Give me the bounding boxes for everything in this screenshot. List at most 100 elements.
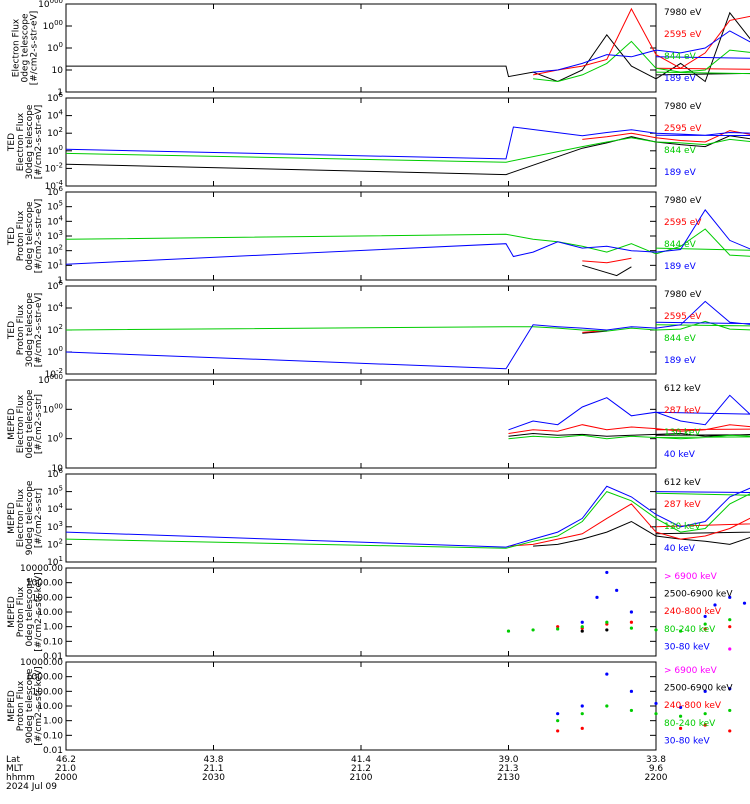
legend-label: 287 keV bbox=[664, 406, 701, 416]
y-tick-label: 1000 bbox=[43, 402, 63, 415]
legend-label: 189 eV bbox=[664, 262, 697, 272]
data-point bbox=[615, 589, 618, 592]
y-axis-label: [#/cm2-s-str-keV] bbox=[34, 572, 44, 651]
y-axis-label: [#/cm2-s-str-eV] bbox=[34, 199, 44, 274]
legend-label: 2595 eV bbox=[664, 124, 702, 134]
data-point bbox=[630, 626, 633, 629]
series-line bbox=[66, 486, 750, 547]
y-axis-label: [#/cm2-s-str] bbox=[34, 488, 44, 548]
data-point bbox=[728, 647, 731, 650]
series-line bbox=[66, 321, 750, 331]
panel-frame bbox=[66, 286, 656, 374]
series-line bbox=[66, 492, 750, 549]
legend-label: 612 keV bbox=[664, 384, 701, 394]
series-line bbox=[66, 301, 750, 368]
y-tick-label: 100 bbox=[47, 345, 63, 358]
y-tick-label: 1000 bbox=[43, 19, 63, 32]
data-point bbox=[605, 571, 608, 574]
legend-label: 7980 eV bbox=[664, 102, 702, 112]
data-point bbox=[654, 712, 657, 715]
data-point bbox=[728, 625, 731, 628]
series-line bbox=[66, 210, 750, 264]
data-point bbox=[595, 596, 598, 599]
legend-label: 130 keV bbox=[664, 428, 701, 438]
legend-label: 189 eV bbox=[664, 74, 697, 84]
legend-label: 2595 eV bbox=[664, 312, 702, 322]
series-line bbox=[509, 504, 750, 546]
y-axis-label: [#/cm2-s-str-eV] bbox=[34, 105, 44, 180]
data-point bbox=[581, 712, 584, 715]
data-point bbox=[581, 704, 584, 707]
y-tick-label: 104 bbox=[47, 109, 63, 122]
legend-label: 844 eV bbox=[664, 146, 697, 156]
legend-label: 7980 eV bbox=[664, 290, 702, 300]
legend-label: 2595 eV bbox=[664, 30, 702, 40]
legend-label: 130 keV bbox=[664, 522, 701, 532]
y-tick-label: 104 bbox=[47, 214, 63, 227]
y-tick-label: 101 bbox=[47, 258, 63, 271]
legend-label: 30-80 keV bbox=[664, 642, 710, 652]
legend-label: 844 eV bbox=[664, 334, 697, 344]
data-point bbox=[654, 628, 657, 631]
y-tick-label: 105 bbox=[47, 485, 63, 498]
panel-frame bbox=[66, 662, 656, 750]
legend-label: > 6900 keV bbox=[664, 572, 718, 582]
data-point bbox=[654, 702, 657, 705]
y-tick-label: 105 bbox=[47, 200, 63, 213]
time-value: 2100 bbox=[350, 773, 373, 783]
legend-label: 844 eV bbox=[664, 240, 697, 250]
legend-label: 2500-6900 keV bbox=[664, 590, 733, 600]
y-tick-label: 0.10 bbox=[43, 731, 63, 741]
legend-label: 189 eV bbox=[664, 356, 697, 366]
y-tick-label: 10000 bbox=[38, 373, 63, 386]
data-point bbox=[713, 603, 716, 606]
y-tick-label: 103 bbox=[47, 520, 63, 533]
legend-label: 7980 eV bbox=[664, 196, 702, 206]
data-point bbox=[556, 719, 559, 722]
legend-label: 287 keV bbox=[664, 500, 701, 510]
legend-label: 80-240 keV bbox=[664, 625, 716, 635]
series-line bbox=[533, 9, 750, 75]
data-point bbox=[630, 690, 633, 693]
y-tick-label: 100 bbox=[47, 144, 63, 157]
data-point bbox=[679, 715, 682, 718]
y-tick-label: 100 bbox=[47, 432, 63, 445]
y-tick-label: 102 bbox=[47, 126, 63, 139]
date-label: 2024 Jul 09 bbox=[6, 782, 57, 792]
legend-label: 40 keV bbox=[664, 544, 696, 554]
data-point bbox=[605, 672, 608, 675]
series-line bbox=[582, 265, 631, 275]
y-tick-label: 1.00 bbox=[43, 717, 63, 727]
y-tick-label: 106 bbox=[47, 91, 63, 104]
panel-frame bbox=[66, 98, 656, 186]
data-point bbox=[728, 709, 731, 712]
legend-label: 612 keV bbox=[664, 478, 701, 488]
series-line bbox=[509, 425, 750, 434]
legend-label: 2595 eV bbox=[664, 218, 702, 228]
y-tick-label: 10-2 bbox=[45, 161, 63, 174]
data-point bbox=[728, 618, 731, 621]
panel-frame bbox=[66, 568, 656, 656]
series-line bbox=[582, 258, 631, 263]
data-point bbox=[630, 709, 633, 712]
series-line bbox=[66, 127, 750, 159]
data-point bbox=[743, 602, 746, 605]
y-axis-label: [#/cm2-s-str-keV] bbox=[34, 666, 44, 745]
time-value: 2000 bbox=[55, 773, 78, 783]
series-line bbox=[66, 229, 750, 258]
legend-label: 240-800 keV bbox=[664, 701, 722, 711]
y-axis-label: [#/cm2-s-str] bbox=[34, 394, 44, 454]
y-tick-label: 102 bbox=[47, 323, 63, 336]
y-tick-label: 104 bbox=[47, 301, 63, 314]
legend-label: 80-240 keV bbox=[664, 719, 716, 729]
data-point bbox=[630, 621, 633, 624]
time-value: 2130 bbox=[497, 773, 520, 783]
y-tick-label: 1.00 bbox=[43, 623, 63, 633]
data-point bbox=[581, 629, 584, 632]
legend-label: 240-800 keV bbox=[664, 607, 722, 617]
y-tick-label: 102 bbox=[47, 537, 63, 550]
series-line bbox=[509, 395, 750, 430]
y-tick-label: 103 bbox=[47, 229, 63, 242]
panel-frame bbox=[66, 380, 656, 468]
